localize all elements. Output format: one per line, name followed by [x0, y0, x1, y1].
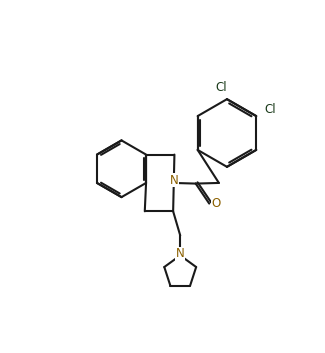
Text: Cl: Cl: [264, 103, 276, 116]
Text: O: O: [212, 197, 221, 210]
Text: N: N: [169, 174, 178, 187]
Text: N: N: [176, 247, 185, 260]
Text: N: N: [176, 247, 185, 260]
Text: Cl: Cl: [215, 82, 227, 94]
